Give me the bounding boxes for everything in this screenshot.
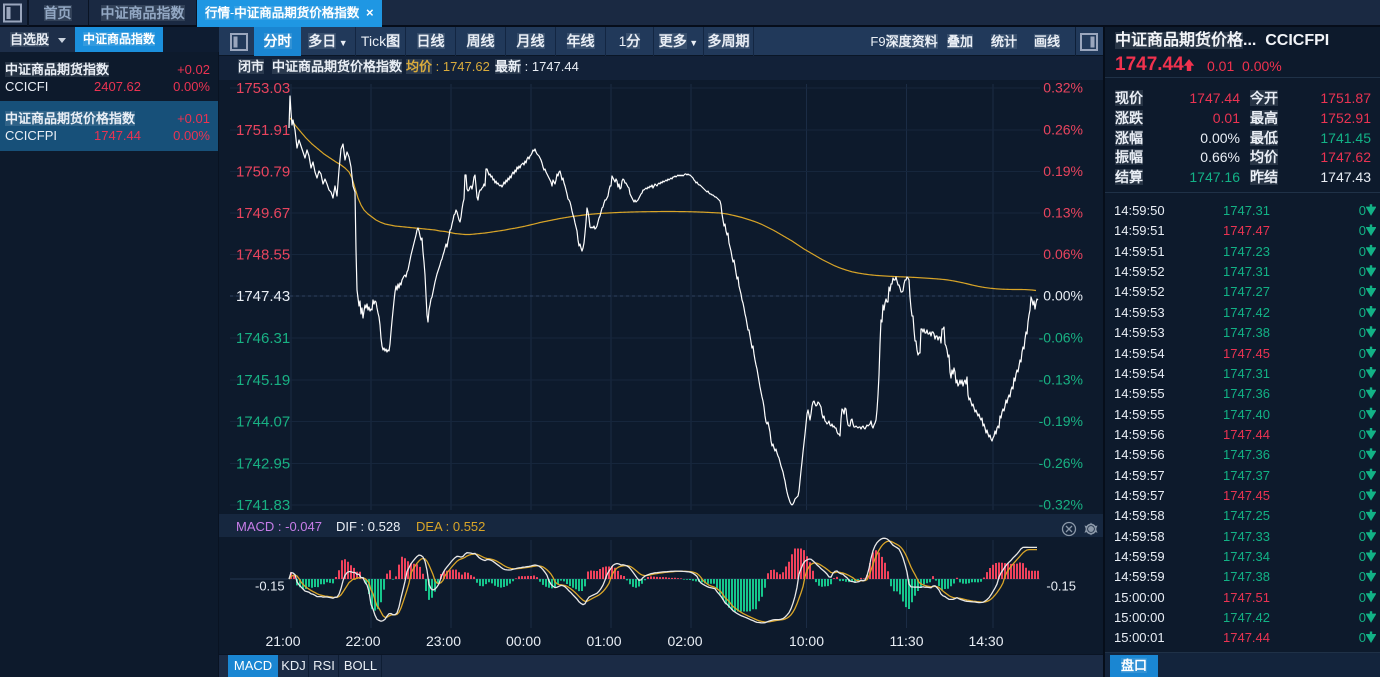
svg-text:MACD : -0.047: MACD : -0.047 [236, 519, 322, 534]
svg-text:-0.32%: -0.32% [1039, 497, 1083, 513]
svg-text:14:30: 14:30 [968, 633, 1003, 649]
svg-text:1741.83: 1741.83 [236, 497, 290, 514]
svg-text:23:00: 23:00 [426, 633, 461, 649]
svg-text:21:00: 21:00 [265, 633, 300, 649]
svg-text:-0.26%: -0.26% [1039, 455, 1083, 471]
svg-text:-0.15: -0.15 [255, 579, 285, 594]
svg-text:0.00%: 0.00% [1043, 288, 1083, 304]
svg-text:00:00: 00:00 [506, 633, 541, 649]
svg-text:11:30: 11:30 [890, 633, 924, 649]
svg-text:01:00: 01:00 [586, 633, 621, 649]
svg-text:1750.79: 1750.79 [236, 164, 290, 181]
svg-text:1748.55: 1748.55 [236, 247, 290, 264]
svg-text:1745.19: 1745.19 [236, 372, 290, 389]
svg-text:0.13%: 0.13% [1043, 205, 1083, 221]
svg-text:1749.67: 1749.67 [236, 205, 290, 222]
svg-text:02:00: 02:00 [667, 633, 702, 649]
svg-text:0.26%: 0.26% [1043, 122, 1083, 138]
svg-text:1753.03: 1753.03 [236, 80, 290, 97]
svg-text:DEA : 0.552: DEA : 0.552 [416, 519, 485, 534]
svg-text:22:00: 22:00 [345, 633, 380, 649]
svg-text:DIF : 0.528: DIF : 0.528 [336, 519, 400, 534]
svg-text:1747.43: 1747.43 [236, 288, 290, 305]
svg-text:0.19%: 0.19% [1043, 163, 1083, 179]
svg-text:1751.91: 1751.91 [236, 122, 290, 139]
svg-text:1742.95: 1742.95 [236, 456, 290, 473]
svg-text:-0.13%: -0.13% [1039, 372, 1083, 388]
svg-text:-0.15: -0.15 [1046, 579, 1076, 594]
svg-text:1746.31: 1746.31 [236, 330, 290, 347]
svg-text:1744.07: 1744.07 [236, 414, 290, 431]
svg-text:-0.06%: -0.06% [1039, 330, 1083, 346]
svg-text:10:00: 10:00 [789, 633, 824, 649]
svg-text:0.32%: 0.32% [1043, 80, 1083, 96]
svg-text:-0.19%: -0.19% [1039, 413, 1083, 429]
svg-text:0.06%: 0.06% [1043, 246, 1083, 262]
